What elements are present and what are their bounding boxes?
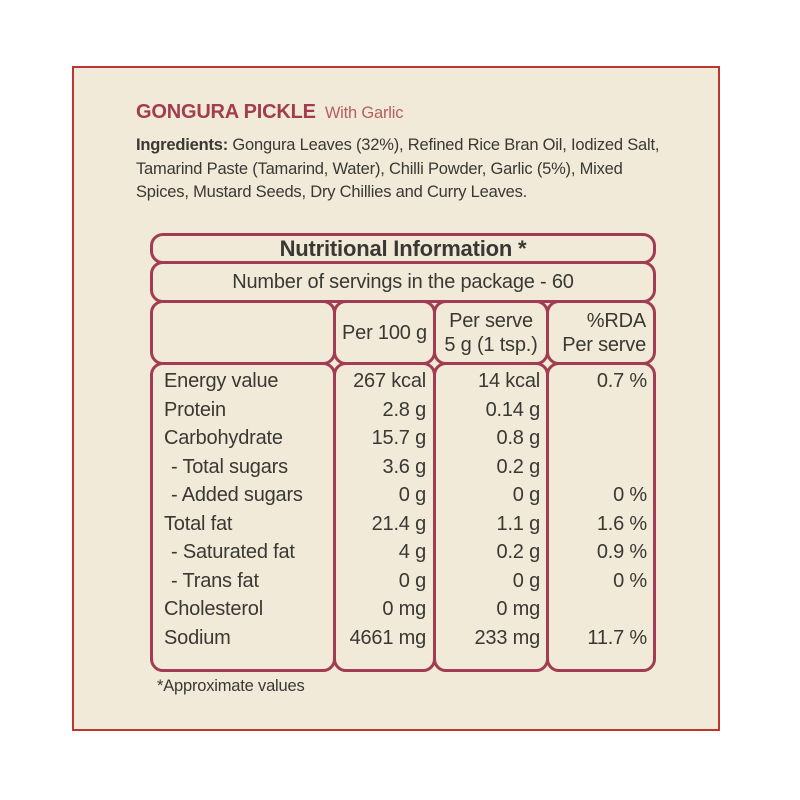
- ingredients-line-2: Tamarind Paste (Tamarind, Water), Chilli…: [136, 159, 623, 178]
- per-100g-value: 2.8 g: [382, 398, 427, 421]
- per-100g-value: 3.6 g: [382, 455, 427, 478]
- table-header-row: Per 100 g Per serve 5 g (1 tsp.) %RDA Pe…: [150, 300, 656, 365]
- per-serve-value: 0 g: [512, 484, 540, 506]
- per-100g-value: 15.7 g: [371, 427, 427, 449]
- rda-label-line2: Per serve: [562, 333, 646, 356]
- per-serve-label-line1: Per serve: [449, 309, 533, 332]
- per-serve-value: 0.2 g: [496, 455, 541, 478]
- per-serve-column: 14 kcal 0.14 g 0.8 g 0.2 g 0 g 1.1 g 0.2…: [433, 362, 549, 672]
- ingredients-paragraph: Ingredients: Gongura Leaves (32%), Refin…: [136, 134, 684, 205]
- product-variant: With Garlic: [324, 104, 404, 122]
- per-serve-value: 0.8 g: [496, 427, 541, 449]
- servings-text: Number of servings in the package - 60: [232, 270, 574, 293]
- product-title: GONGURA PICKLE: [136, 101, 316, 123]
- per-100g-value: 267 kcal: [353, 370, 426, 392]
- rda-value: [549, 453, 653, 482]
- per-100g-column: 267 kcal 2.8 g 15.7 g 3.6 g 0 g 21.4 g 4…: [333, 362, 436, 672]
- per-serve-label-line2: 5 g (1 tsp.): [444, 333, 538, 356]
- per-serve-value: 0 g: [512, 569, 540, 592]
- ingredients-text-1: Gongura Leaves (32%), Refined Rice Bran …: [232, 136, 660, 154]
- nutrient-label: Sodium: [164, 626, 231, 649]
- rda-value: 1.6 %: [596, 512, 647, 535]
- rda-label-line1: %RDA: [586, 309, 646, 332]
- table-title-row: Nutritional Information *: [150, 233, 656, 264]
- nutrient-label: Cholesterol: [164, 598, 263, 620]
- column-header-per-serve: Per serve 5 g (1 tsp.): [433, 300, 549, 365]
- table-title: Nutritional Information *: [279, 236, 527, 261]
- rda-value: [549, 396, 653, 425]
- nutrient-label: - Total sugars: [171, 455, 288, 478]
- per-100g-value: 0 mg: [382, 598, 426, 620]
- per-100g-value: 4661 mg: [349, 626, 427, 649]
- servings-row: Number of servings in the package - 60: [150, 261, 656, 303]
- product-header: GONGURA PICKLE With Garlic: [136, 101, 403, 124]
- per-serve-value: 0.2 g: [496, 541, 541, 563]
- rda-value: [549, 595, 653, 624]
- approximate-values-note: *Approximate values: [157, 677, 305, 695]
- per-100g-value: 21.4 g: [371, 512, 427, 535]
- nutrient-label: - Added sugars: [171, 484, 303, 506]
- rda-value: 0.7 %: [596, 370, 647, 392]
- label-frame: GONGURA PICKLE With Garlic Ingredients: G…: [72, 66, 720, 731]
- rda-value: 0.9 %: [596, 541, 647, 563]
- per-serve-value: 1.1 g: [496, 512, 541, 535]
- rda-value: 11.7 %: [587, 626, 647, 649]
- column-header-per-100g: Per 100 g: [333, 300, 436, 365]
- rda-value: 0 %: [613, 569, 647, 592]
- rda-value: 0 %: [613, 484, 647, 506]
- per-100g-value: 0 g: [398, 484, 426, 506]
- per-100g-value: 0 g: [398, 569, 426, 592]
- per-serve-value: 14 kcal: [478, 370, 540, 392]
- ingredients-label: Ingredients:: [136, 136, 229, 154]
- nutrient-label: Total fat: [164, 512, 233, 535]
- rda-value: [549, 424, 653, 453]
- nutrient-column: Energy value Protein Carbohydrate - Tota…: [150, 362, 336, 672]
- column-header-rda: %RDA Per serve: [546, 300, 656, 365]
- per-serve-value: 233 mg: [474, 626, 540, 649]
- ingredients-line-1: Ingredients: Gongura Leaves (32%), Refin…: [136, 134, 684, 158]
- per-serve-value: 0.14 g: [485, 398, 541, 421]
- table-data-section: Energy value Protein Carbohydrate - Tota…: [150, 362, 656, 672]
- per-serve-value: 0 mg: [496, 598, 540, 620]
- nutrient-label: Energy value: [164, 370, 279, 392]
- nutrient-label: Carbohydrate: [164, 427, 283, 449]
- nutrient-label: - Saturated fat: [171, 541, 295, 563]
- column-header-nutrient: [150, 300, 336, 365]
- per-100g-value: 4 g: [398, 541, 426, 563]
- rda-column: 0.7 % 0 % 1.6 % 0.9 % 0 % 11.7 %: [546, 362, 656, 672]
- ingredients-line-3: Spices, Mustard Seeds, Dry Chillies and …: [136, 183, 528, 201]
- per-100g-label: Per 100 g: [342, 321, 427, 344]
- nutrient-label: - Trans fat: [171, 569, 259, 592]
- nutrient-label: Protein: [164, 398, 226, 421]
- nutrition-table: Nutritional Information * Number of serv…: [150, 233, 656, 672]
